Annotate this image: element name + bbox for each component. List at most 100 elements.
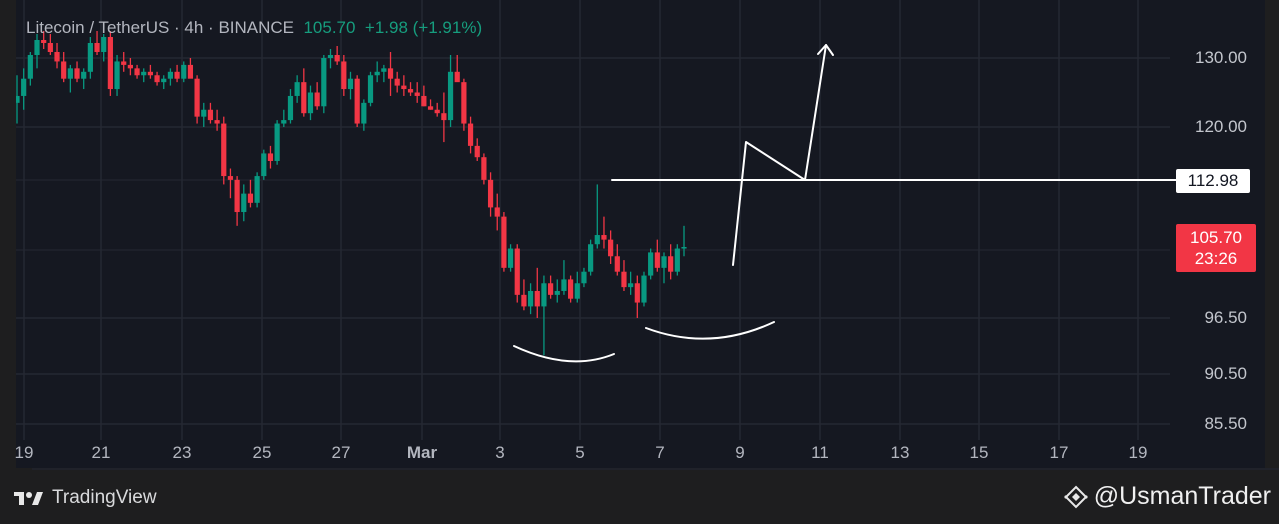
time-axis-separator xyxy=(32,468,1279,470)
candle xyxy=(334,46,340,65)
candle xyxy=(161,75,167,90)
time-tick-label: 27 xyxy=(331,443,351,462)
author-handle: @UsmanTrader xyxy=(1093,482,1271,510)
symbol-label: Litecoin / TetherUS · 4h · BINANCE xyxy=(26,18,295,37)
candle xyxy=(127,58,133,76)
candle xyxy=(341,55,347,96)
candle xyxy=(361,99,367,131)
right-curve[interactable] xyxy=(645,321,775,340)
chart-legend: Litecoin / TetherUS · 4h · BINANCE 105.7… xyxy=(26,18,482,38)
candle xyxy=(241,184,247,222)
candle xyxy=(621,260,627,291)
candle xyxy=(321,55,327,114)
candle xyxy=(81,68,87,90)
candlestick-series xyxy=(16,31,687,356)
candle xyxy=(167,68,174,86)
left-shoulder-curve[interactable] xyxy=(513,345,615,363)
candle xyxy=(461,78,467,131)
candle xyxy=(374,61,380,83)
candle xyxy=(214,109,220,131)
price-change: +1.98 (+1.91%) xyxy=(364,18,483,37)
candle xyxy=(387,52,394,96)
candle xyxy=(614,244,620,276)
candle xyxy=(121,52,127,72)
candle xyxy=(34,34,40,69)
time-tick-label: 11 xyxy=(811,443,829,462)
candle xyxy=(534,267,540,318)
candle xyxy=(187,58,194,79)
candle xyxy=(141,68,147,83)
time-tick-label: 13 xyxy=(890,443,910,462)
arrow-head-icon xyxy=(817,44,834,56)
candle xyxy=(401,75,407,96)
candle xyxy=(594,184,600,249)
price-tick-label: 96.50 xyxy=(1204,308,1247,327)
candle xyxy=(154,71,160,86)
candle xyxy=(427,99,434,110)
grid-lines xyxy=(16,0,1170,440)
candle xyxy=(307,85,314,121)
candle xyxy=(474,138,480,161)
level-price-tag: 112.98 xyxy=(1176,169,1250,193)
price-tick-label: 130.00 xyxy=(1195,48,1247,67)
candle xyxy=(654,239,660,272)
time-tick-label: 3 xyxy=(495,443,505,462)
candle xyxy=(174,64,180,83)
candle xyxy=(294,75,300,103)
candle xyxy=(47,34,53,55)
candle xyxy=(381,64,387,83)
candle xyxy=(601,216,607,249)
candle xyxy=(114,55,120,96)
candle xyxy=(454,55,460,83)
candle xyxy=(254,172,260,208)
candle xyxy=(301,68,307,117)
price-tick-label: 90.50 xyxy=(1204,364,1247,383)
candle xyxy=(661,252,667,284)
candle xyxy=(394,71,400,93)
candle xyxy=(441,92,447,143)
trend-drawings xyxy=(513,44,1177,363)
candle xyxy=(94,31,100,55)
candle xyxy=(87,37,93,79)
candle xyxy=(101,34,107,62)
candle xyxy=(227,168,234,199)
candle xyxy=(21,68,27,110)
candle xyxy=(434,102,440,117)
candle xyxy=(41,31,47,49)
candle xyxy=(634,275,640,318)
candle xyxy=(487,172,494,217)
candle xyxy=(327,49,334,69)
price-tick-label: 120.00 xyxy=(1195,117,1247,136)
candle xyxy=(641,271,647,307)
time-tick-label: 9 xyxy=(735,443,745,462)
candle xyxy=(354,75,360,127)
candle xyxy=(54,43,60,69)
candle xyxy=(527,283,534,315)
candle xyxy=(281,109,287,127)
candle xyxy=(421,85,427,107)
candle xyxy=(107,31,113,96)
candle xyxy=(207,102,214,124)
candle xyxy=(541,275,547,356)
candle xyxy=(554,279,560,303)
candle xyxy=(134,64,140,79)
candle xyxy=(521,279,527,311)
chart-frame[interactable] xyxy=(16,0,1279,470)
candle xyxy=(481,153,487,185)
candle xyxy=(514,244,520,303)
candle xyxy=(74,61,80,83)
candle xyxy=(16,75,20,124)
candle xyxy=(608,230,614,264)
candle xyxy=(568,275,574,303)
author-watermark: @UsmanTrader xyxy=(1064,482,1271,511)
candle xyxy=(648,248,654,280)
candle xyxy=(274,120,280,165)
price-tick-label: 85.50 xyxy=(1204,414,1247,433)
price-chart-canvas[interactable] xyxy=(16,0,1265,440)
candle xyxy=(314,82,320,110)
candle xyxy=(494,193,500,231)
time-tick-label: 25 xyxy=(252,443,272,462)
tradingview-brand[interactable]: TradingView xyxy=(14,487,157,509)
candle xyxy=(234,176,240,226)
projection-path[interactable] xyxy=(732,44,827,266)
